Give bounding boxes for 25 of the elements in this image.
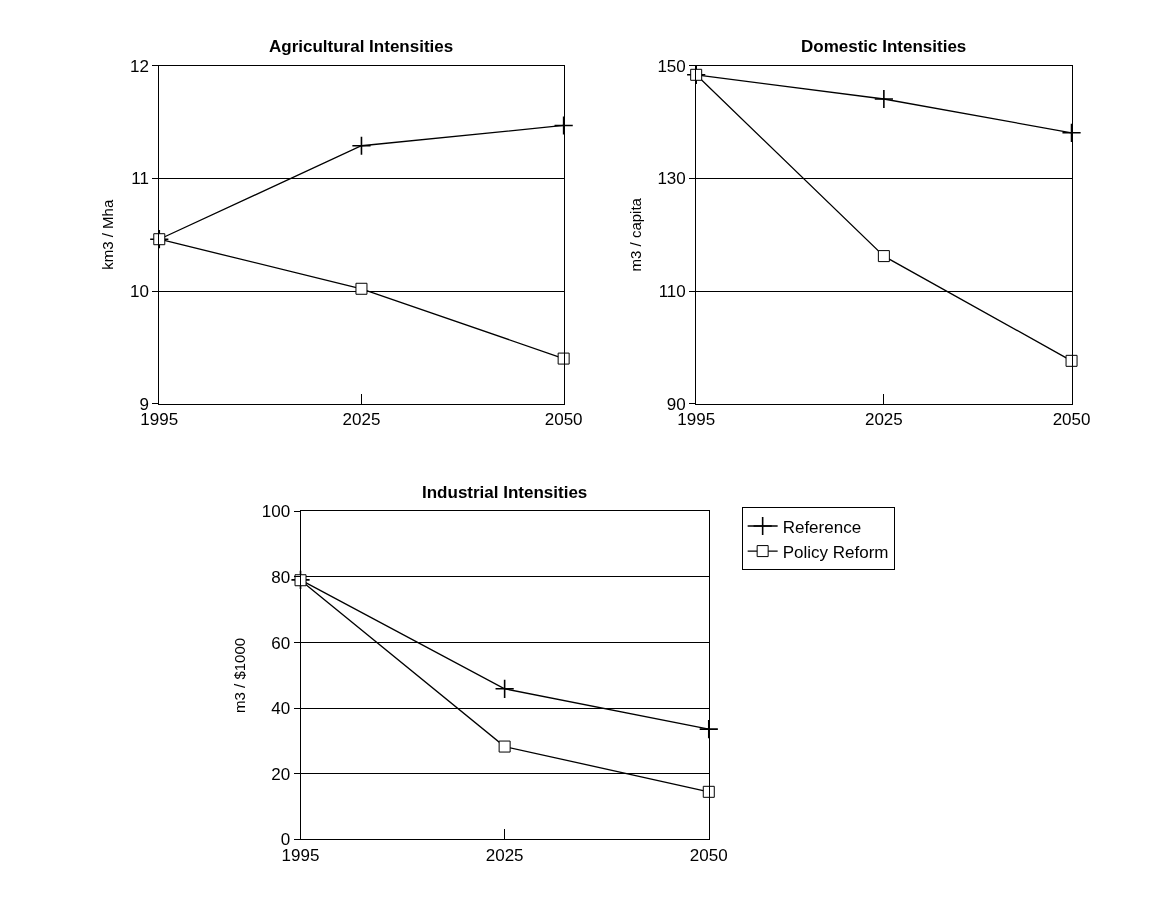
y-tick-label: 10 [129,281,149,301]
legend-label: Policy Reform [782,542,889,562]
y-axis-title: km3 / Mha [99,199,117,270]
chart-title: Industrial Intensities [422,483,588,502]
y-axis-title: m3 / capita [626,197,644,272]
y-tick-label: 100 [261,502,291,522]
y-tick-label: 12 [129,56,149,76]
legend-label: Reference [782,517,862,537]
y-tick-label: 150 [657,56,686,76]
x-tick-label: 2050 [544,410,583,430]
y-tick-label: 80 [271,567,291,587]
chart-title: Agricultural Intensities [269,37,454,56]
y-tick-label: 60 [271,633,291,653]
chart-title: Domestic Intensities [801,37,967,56]
y-axis-title: m3 / $1000 [230,637,248,713]
x-tick-label: 2025 [864,410,903,430]
y-tick-label: 20 [271,764,291,784]
x-tick-label: 2050 [689,845,728,865]
x-tick-label: 2025 [485,845,524,865]
y-tick-label: 40 [271,699,291,719]
y-tick-label: 11 [131,169,149,189]
y-tick-label: 130 [657,169,686,189]
x-tick-label: 2025 [342,410,381,430]
x-tick-label: 2050 [1052,410,1091,430]
y-tick-label: 110 [658,281,686,301]
